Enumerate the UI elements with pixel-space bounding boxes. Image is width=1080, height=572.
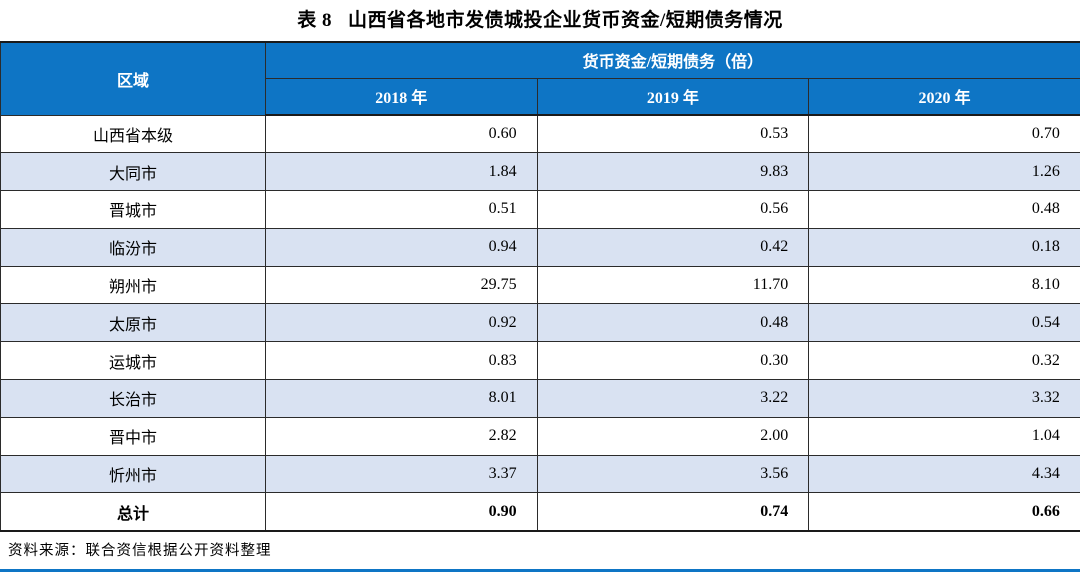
value-cell: 0.48 bbox=[809, 191, 1080, 229]
value-cell: 8.01 bbox=[266, 380, 538, 418]
header-group-row: 区域 货币资金/短期债务（倍） bbox=[1, 42, 1080, 78]
source-note: 资料来源：联合资信根据公开资料整理 bbox=[0, 539, 1080, 560]
table-title-text: 山西省各地市发债城投企业货币资金/短期债务情况 bbox=[348, 10, 783, 31]
value-cell: 2.00 bbox=[537, 417, 809, 455]
column-header-2020: 2020 年 bbox=[809, 78, 1080, 115]
value-cell: 2.82 bbox=[266, 417, 538, 455]
value-cell: 0.83 bbox=[266, 342, 538, 380]
value-cell: 29.75 bbox=[266, 266, 538, 304]
value-cell: 0.18 bbox=[809, 228, 1080, 266]
value-cell: 8.10 bbox=[809, 266, 1080, 304]
value-cell: 3.32 bbox=[809, 380, 1080, 418]
value-cell: 0.54 bbox=[809, 304, 1080, 342]
region-cell: 临汾市 bbox=[1, 228, 266, 266]
value-cell: 0.48 bbox=[537, 304, 809, 342]
region-cell: 朔州市 bbox=[1, 266, 266, 304]
value-cell: 11.70 bbox=[537, 266, 809, 304]
region-cell: 晋城市 bbox=[1, 191, 266, 229]
region-cell: 总计 bbox=[1, 493, 266, 531]
region-cell: 山西省本级 bbox=[1, 115, 266, 153]
column-header-2018: 2018 年 bbox=[266, 78, 538, 115]
region-cell: 大同市 bbox=[1, 153, 266, 191]
value-cell: 0.32 bbox=[809, 342, 1080, 380]
value-cell: 0.66 bbox=[809, 493, 1080, 531]
region-cell: 晋中市 bbox=[1, 417, 266, 455]
value-cell: 0.60 bbox=[266, 115, 538, 153]
region-cell: 运城市 bbox=[1, 342, 266, 380]
value-cell: 0.51 bbox=[266, 191, 538, 229]
value-cell: 0.30 bbox=[537, 342, 809, 380]
value-cell: 3.22 bbox=[537, 380, 809, 418]
value-cell: 1.26 bbox=[809, 153, 1080, 191]
region-cell: 长治市 bbox=[1, 380, 266, 418]
column-header-2019: 2019 年 bbox=[537, 78, 809, 115]
value-cell: 0.70 bbox=[809, 115, 1080, 153]
value-cell: 0.56 bbox=[537, 191, 809, 229]
table-number: 表 8 bbox=[297, 10, 332, 31]
value-cell: 3.37 bbox=[266, 455, 538, 493]
value-cell: 1.04 bbox=[809, 417, 1080, 455]
value-cell: 0.74 bbox=[537, 493, 809, 531]
region-cell: 太原市 bbox=[1, 304, 266, 342]
table-header: 区域 货币资金/短期债务（倍） 2018 年 2019 年 2020 年 bbox=[1, 42, 1080, 115]
value-cell: 0.42 bbox=[537, 228, 809, 266]
table-title: 表 8 山西省各地市发债城投企业货币资金/短期债务情况 bbox=[0, 5, 1080, 32]
value-cell: 0.53 bbox=[537, 115, 809, 153]
column-group-header: 货币资金/短期债务（倍） bbox=[266, 42, 1080, 78]
value-cell: 1.84 bbox=[266, 153, 538, 191]
value-cell: 0.90 bbox=[266, 493, 538, 531]
region-cell: 忻州市 bbox=[1, 455, 266, 493]
monetary-funds-table: 区域 货币资金/短期债务（倍） 2018 年 2019 年 2020 年 山西省… bbox=[0, 41, 1080, 532]
value-cell: 4.34 bbox=[809, 455, 1080, 493]
column-header-region: 区域 bbox=[1, 42, 266, 115]
value-cell: 3.56 bbox=[537, 455, 809, 493]
value-cell: 9.83 bbox=[537, 153, 809, 191]
value-cell: 0.94 bbox=[266, 228, 538, 266]
value-cell: 0.92 bbox=[266, 304, 538, 342]
